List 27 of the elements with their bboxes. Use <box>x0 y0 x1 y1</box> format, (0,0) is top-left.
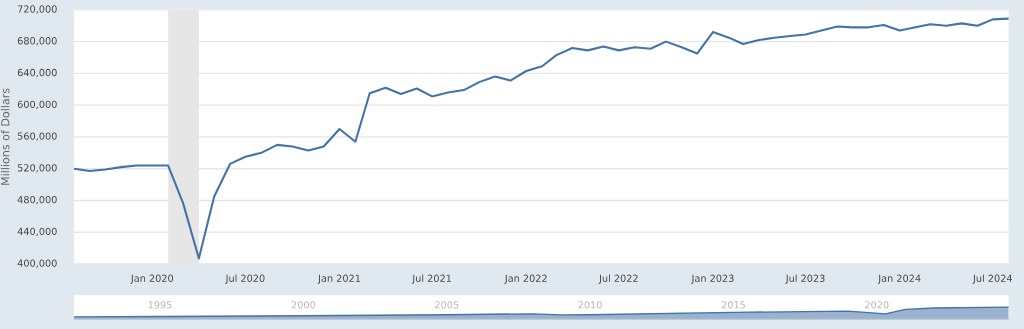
y-tick-label: 600,000 <box>17 100 57 109</box>
x-tick-label: 2005 <box>435 301 459 309</box>
x-tick-label: Jan 2021 <box>317 274 361 284</box>
y-tick-label: 720,000 <box>17 5 57 14</box>
y-tick-label: 400,000 <box>17 259 57 268</box>
line-series <box>74 17 1009 260</box>
x-tick-label: Jan 2023 <box>691 274 734 284</box>
y-axis-title: Millions of Dollars <box>0 88 10 185</box>
y-tick-label: 480,000 <box>17 195 57 205</box>
x-tick-label: 2010 <box>578 301 602 309</box>
x-tick-label: Jan 2024 <box>877 274 921 284</box>
y-tick-label: 560,000 <box>17 132 57 141</box>
y-tick-label: 640,000 <box>17 68 57 78</box>
y-tick-label: 520,000 <box>17 164 57 173</box>
x-tick-label: Jul 2021 <box>411 274 452 284</box>
x-tick-label: 1995 <box>148 301 172 309</box>
x-tick-label: Jul 2022 <box>598 274 638 284</box>
x-tick-label: Jul 2023 <box>785 274 825 284</box>
y-tick-label: 440,000 <box>17 227 57 237</box>
x-tick-label: 2015 <box>721 301 745 309</box>
x-tick-label: Jul 2024 <box>972 274 1013 284</box>
x-tick-label: 2020 <box>865 301 889 309</box>
x-tick-label: 2000 <box>291 301 316 309</box>
y-tick-label: 680,000 <box>17 37 57 46</box>
x-tick-label: Jan 2020 <box>130 274 174 284</box>
x-tick-label: Jul 2020 <box>225 274 265 284</box>
x-tick-label: Jan 2022 <box>504 274 547 284</box>
